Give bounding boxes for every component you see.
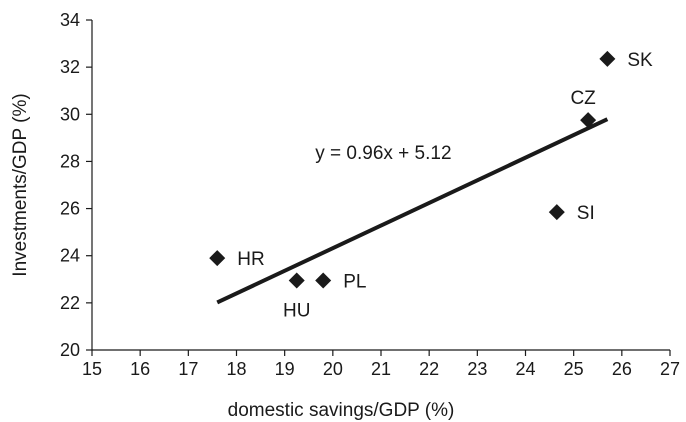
point-label-sk: SK bbox=[627, 50, 653, 71]
data-point-sk bbox=[599, 50, 616, 67]
data-points: HR HU PL SI CZ SK bbox=[209, 50, 653, 321]
x-tick-label: 24 bbox=[515, 359, 535, 379]
x-ticks: 15 16 17 18 19 20 21 22 23 24 25 26 27 bbox=[82, 350, 680, 379]
y-tick-label: 22 bbox=[60, 293, 80, 313]
data-point-hr bbox=[209, 250, 226, 267]
x-tick-label: 27 bbox=[660, 359, 680, 379]
x-tick-label: 22 bbox=[419, 359, 439, 379]
y-axis-title: Investments/GDP (%) bbox=[10, 93, 31, 276]
y-tick-label: 30 bbox=[60, 104, 80, 124]
x-tick-label: 26 bbox=[612, 359, 632, 379]
y-ticks: 20 22 24 26 28 30 32 34 bbox=[60, 10, 92, 360]
data-point-si bbox=[548, 204, 565, 221]
point-label-cz: CZ bbox=[570, 88, 596, 109]
y-tick-label: 34 bbox=[60, 10, 80, 30]
x-axis-title: domestic savings/GDP (%) bbox=[228, 400, 455, 421]
x-tick-label: 16 bbox=[130, 359, 150, 379]
x-tick-label: 20 bbox=[323, 359, 343, 379]
x-tick-label: 21 bbox=[371, 359, 391, 379]
x-tick-label: 19 bbox=[275, 359, 295, 379]
point-label-si: SI bbox=[577, 203, 595, 224]
point-label-hu: HU bbox=[283, 300, 310, 321]
point-label-hr: HR bbox=[237, 249, 264, 270]
point-label-pl: PL bbox=[343, 271, 366, 292]
data-point-cz bbox=[580, 112, 597, 129]
axes bbox=[91, 20, 670, 351]
trendline bbox=[216, 117, 609, 305]
data-point-pl bbox=[315, 272, 332, 289]
y-tick-label: 26 bbox=[60, 199, 80, 219]
y-tick-label: 20 bbox=[60, 340, 80, 360]
data-point-hu bbox=[288, 272, 305, 289]
y-tick-label: 32 bbox=[60, 57, 80, 77]
x-tick-label: 17 bbox=[178, 359, 198, 379]
y-tick-label: 28 bbox=[60, 151, 80, 171]
x-tick-label: 18 bbox=[226, 359, 246, 379]
x-tick-label: 25 bbox=[564, 359, 584, 379]
x-tick-label: 15 bbox=[82, 359, 102, 379]
x-tick-label: 23 bbox=[467, 359, 487, 379]
y-tick-label: 24 bbox=[60, 246, 80, 266]
trendline-equation: y = 0.96x + 5.12 bbox=[315, 143, 451, 164]
